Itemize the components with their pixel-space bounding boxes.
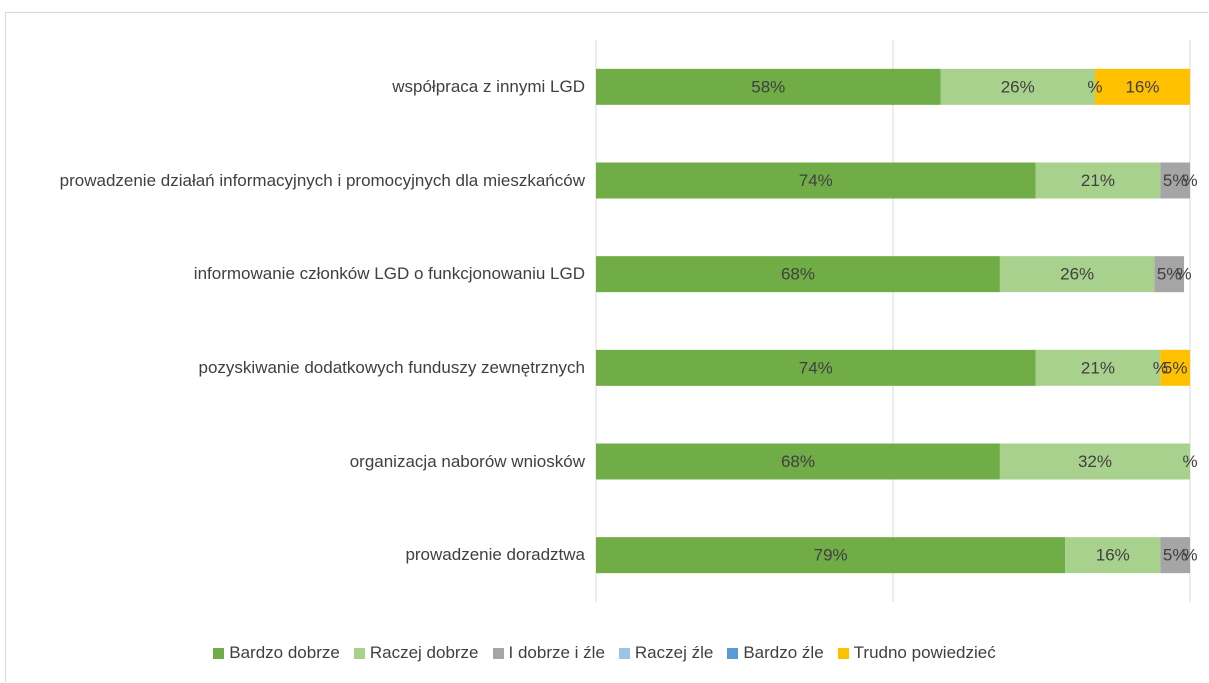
bar-segment bbox=[1094, 68, 1190, 105]
legend-swatch bbox=[213, 647, 225, 659]
category-label: organizacja naborów wniosków bbox=[349, 451, 585, 471]
data-label: 21% bbox=[1081, 358, 1115, 377]
data-label: 5% bbox=[1163, 171, 1188, 190]
legend-swatch bbox=[353, 647, 365, 659]
legend-swatch bbox=[492, 647, 504, 659]
category-label: prowadzenie doradztwa bbox=[405, 545, 585, 565]
data-label: 16% bbox=[1096, 546, 1130, 565]
bar-segment bbox=[596, 443, 1000, 480]
data-label: 79% bbox=[814, 546, 848, 565]
bar-segment bbox=[596, 537, 1066, 574]
data-label: % bbox=[1182, 171, 1197, 190]
bar-segment bbox=[596, 68, 941, 105]
category-label: współpraca z innymi LGD bbox=[392, 76, 585, 96]
legend-label: Bardzo dobrze bbox=[229, 643, 340, 662]
data-label: 68% bbox=[781, 265, 815, 284]
legend-label: Bardzo źle bbox=[743, 643, 824, 662]
data-label: % bbox=[1182, 546, 1197, 565]
data-label: % bbox=[1176, 265, 1191, 284]
legend-swatch bbox=[618, 647, 630, 659]
legend-label: Raczej źle bbox=[634, 643, 714, 662]
legend-label: I dobrze i źle bbox=[508, 643, 605, 662]
legend-item: Trudno powiedzieć bbox=[837, 643, 996, 663]
bar-segment bbox=[999, 443, 1190, 480]
category-label: prowadzenie działań informacyjnych i pro… bbox=[59, 170, 585, 190]
bar-segment bbox=[999, 256, 1155, 293]
data-label: 58% bbox=[751, 77, 785, 96]
bar-segment bbox=[940, 68, 1095, 105]
bar-segment bbox=[1160, 162, 1190, 199]
data-label: 26% bbox=[1060, 265, 1094, 284]
bar-segment bbox=[1035, 349, 1161, 386]
data-label: 21% bbox=[1081, 171, 1115, 190]
data-label: 74% bbox=[799, 358, 833, 377]
bar-segment bbox=[1154, 256, 1185, 293]
chart-border bbox=[5, 12, 1208, 682]
bar-segment bbox=[596, 256, 1000, 293]
data-label: 68% bbox=[781, 452, 815, 471]
bar-segment bbox=[1160, 349, 1190, 386]
legend-swatch bbox=[727, 647, 739, 659]
data-label: 5% bbox=[1157, 265, 1182, 284]
legend-item: Raczej źle bbox=[618, 643, 714, 663]
category-label: pozyskiwanie dodatkowych funduszy zewnęt… bbox=[198, 357, 585, 377]
legend-label: Trudno powiedzieć bbox=[853, 643, 996, 662]
bar-segment bbox=[1160, 537, 1190, 574]
legend-item: I dobrze i źle bbox=[492, 643, 605, 663]
legend-item: Bardzo źle bbox=[727, 643, 824, 663]
data-label: 5% bbox=[1163, 358, 1188, 377]
data-label: % bbox=[1087, 77, 1102, 96]
data-label: 26% bbox=[1001, 77, 1035, 96]
legend: Bardzo dobrze Raczej dobrze I dobrze i źle… bbox=[0, 643, 1209, 663]
category-label: informowanie członków LGD o funkcjonowan… bbox=[193, 264, 585, 284]
data-label: 32% bbox=[1078, 452, 1112, 471]
legend-item: Bardzo dobrze bbox=[213, 643, 340, 663]
data-label: 74% bbox=[799, 171, 833, 190]
data-label: 16% bbox=[1125, 77, 1159, 96]
bar-segment bbox=[1035, 162, 1161, 199]
data-label: % bbox=[1182, 452, 1197, 471]
legend-swatch bbox=[837, 647, 849, 659]
data-label: % bbox=[1153, 358, 1168, 377]
bar-segment bbox=[1065, 537, 1161, 574]
bar-segment bbox=[596, 162, 1036, 199]
legend-item: Raczej dobrze bbox=[353, 643, 479, 663]
bar-segment bbox=[596, 349, 1036, 386]
data-label: 5% bbox=[1163, 546, 1188, 565]
legend-label: Raczej dobrze bbox=[369, 643, 479, 662]
